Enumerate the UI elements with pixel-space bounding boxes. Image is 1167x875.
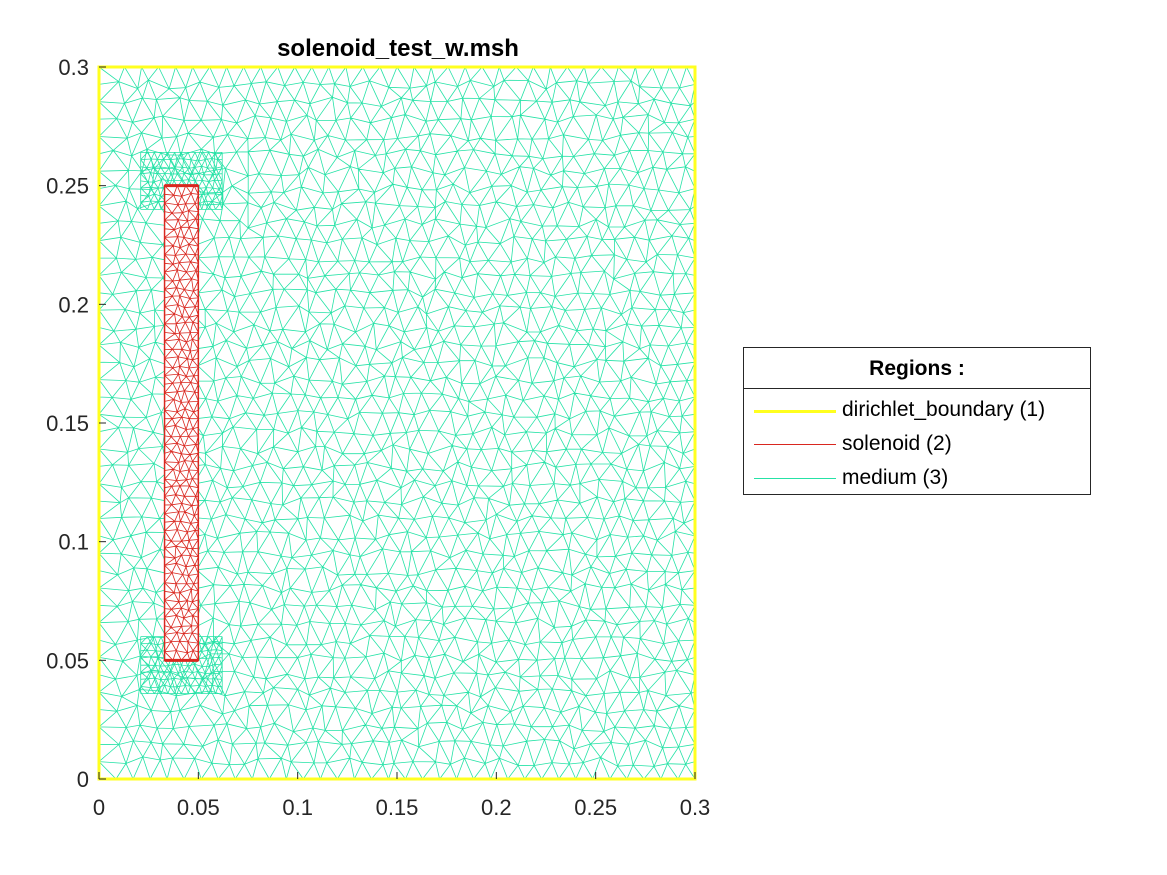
x-tick-label: 0.05 [177,795,220,820]
x-tick-label: 0.15 [376,795,419,820]
y-tick-label: 0.05 [46,648,89,673]
legend-swatch [754,410,836,413]
legend-title: Regions : [744,348,1090,389]
y-tick-label: 0.25 [46,174,89,199]
legend-label: dirichlet_boundary (1) [842,398,1046,421]
solenoid-background [164,185,199,661]
legend-label: solenoid (2) [842,432,952,455]
x-tick-label: 0.3 [680,795,711,820]
legend-entry: solenoid (2) [744,428,1090,462]
y-tick-label: 0.1 [58,530,89,555]
chart-title: solenoid_test_w.msh [277,35,519,62]
legend-entry: dirichlet_boundary (1) [744,394,1090,428]
x-tick-label: 0.2 [481,795,512,820]
mesh-layer [97,65,697,781]
y-tick-label: 0.2 [58,292,89,317]
x-tick-label: 0 [93,795,105,820]
legend-label: medium (3) [842,466,949,489]
y-tick-label: 0.3 [58,55,89,80]
y-tick-label: 0.15 [46,411,89,436]
legend: Regions : dirichlet_boundary (1) solenoid… [743,347,1091,495]
x-tick-label: 0.25 [574,795,617,820]
axes-layer: 0 0.05 0.1 0.15 0.2 0.25 0.3 0 0.05 0.1 0.15 0.2 0.2… [46,55,710,820]
x-tick-label: 0.1 [282,795,313,820]
legend-swatch [754,478,836,479]
legend-entry: medium (3) [744,462,1090,496]
legend-swatch [754,444,836,445]
y-tick-label: 0 [77,767,89,792]
